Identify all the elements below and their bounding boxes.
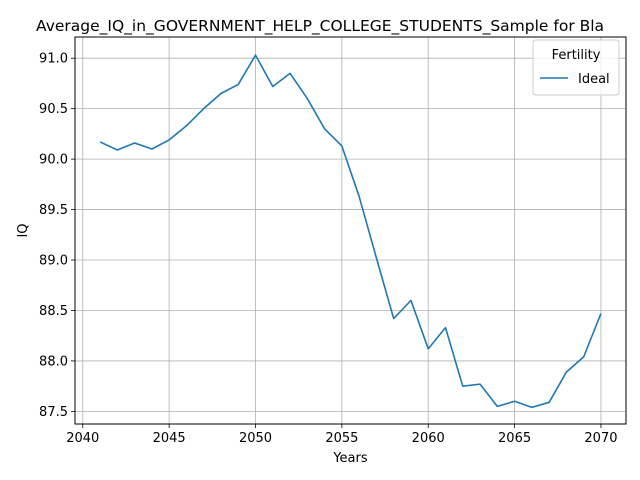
grid-lines — [75, 37, 626, 424]
series-line-ideal — [99, 54, 602, 409]
x-tick-label: 2065 — [498, 431, 531, 446]
series-group — [99, 54, 602, 409]
plot-frame — [74, 36, 627, 425]
legend: Fertility Ideal — [532, 39, 620, 96]
x-tick-label: 2050 — [239, 431, 272, 446]
legend-entry-ideal: Ideal — [578, 72, 610, 87]
y-tick-label: 87.5 — [39, 405, 68, 420]
legend-box — [532, 39, 620, 96]
chart-title: Average_IQ_in_GOVERNMENT_HELP_COLLEGE_ST… — [36, 17, 604, 36]
y-tick-label: 88.5 — [39, 304, 68, 319]
x-tick-label: 2070 — [584, 431, 617, 446]
y-tick-label: 90.5 — [39, 102, 68, 117]
x-tick-label: 2055 — [325, 431, 358, 446]
x-tick-label: 2040 — [66, 431, 99, 446]
x-tick-label: 2060 — [412, 431, 445, 446]
y-tick-label: 90.0 — [39, 153, 68, 168]
x-axis-label: Years — [332, 451, 368, 466]
y-axis-ticks: 87.5 88.0 88.5 89.0 89.5 90.0 90.5 91.0 — [39, 52, 75, 420]
y-axis-label: IQ — [16, 223, 31, 237]
x-axis-ticks: 2040 2045 2050 2055 2060 2065 2070 — [66, 424, 618, 446]
y-tick-label: 89.5 — [39, 203, 68, 218]
y-tick-label: 88.0 — [39, 354, 68, 369]
y-tick-label: 91.0 — [39, 52, 68, 67]
legend-title: Fertility — [552, 48, 601, 63]
y-tick-label: 89.0 — [39, 254, 68, 269]
x-tick-label: 2045 — [153, 431, 186, 446]
